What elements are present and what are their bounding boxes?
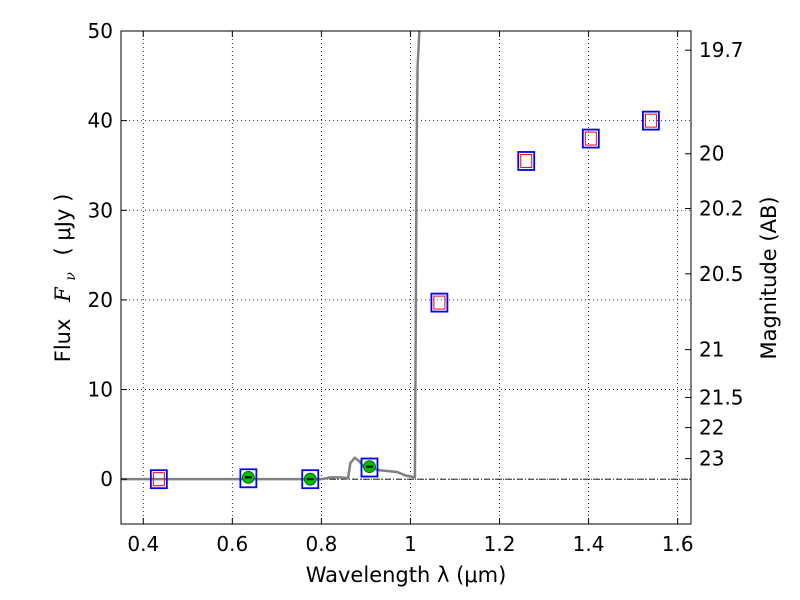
observed-point	[301, 469, 320, 490]
series-layer	[121, 30, 421, 481]
y-axis-title-symbol: F	[51, 286, 75, 303]
observed-point	[517, 151, 536, 171]
y-tick-label: 20	[88, 288, 113, 312]
y-tick-label: 10	[88, 378, 113, 402]
mag-tick-label: 21	[699, 338, 724, 362]
observed-point	[239, 468, 258, 489]
x-tick-label: 1.6	[662, 532, 694, 556]
observed-point	[581, 128, 600, 149]
y-tick-label: 30	[88, 198, 113, 222]
mag-tick-label: 20.2	[699, 196, 744, 220]
y-axis-title-unit: ( μJy )	[51, 194, 75, 256]
plot-frame	[120, 30, 692, 525]
x-tick-label: 1.4	[573, 532, 605, 556]
mag-tick-label: 22	[699, 416, 724, 440]
model-point-nir	[584, 131, 597, 146]
observed-point	[430, 292, 449, 313]
marker-layer	[149, 110, 660, 490]
mag-tick-label: 23	[699, 447, 724, 471]
tick-layer: 0.4 0.6 0.8 1 1.2 1.4 1.6 0 10 20 30 40 50 19.7 20 20.2…	[88, 19, 744, 556]
mag-tick-label: 20.5	[699, 262, 744, 286]
x-tick-label: 0.4	[127, 532, 159, 556]
mag-tick-label: 21.5	[699, 385, 744, 409]
y-tick-label: 40	[88, 109, 113, 133]
y-axis-title-subscript: ν	[63, 272, 79, 281]
mag-tick-label: 19.7	[699, 38, 744, 62]
model-point-nir	[520, 153, 533, 168]
observed-point	[149, 469, 168, 490]
y-axis-title-left: Flux F ν ( μJy )	[51, 194, 80, 363]
model-point-nir	[433, 295, 446, 310]
grid-layer	[121, 30, 691, 524]
x-tick-label: 0.8	[305, 532, 337, 556]
observed-point	[360, 457, 379, 478]
observed-point	[642, 110, 660, 131]
x-axis-title: Wavelength λ (μm)	[306, 563, 507, 587]
x-tick-label: 1	[404, 532, 417, 556]
svg-text:Flux F ν ( μ: Flux F ν ( μJy )	[51, 194, 80, 363]
model-point-nir	[644, 113, 657, 128]
mag-tick-label: 20	[699, 142, 724, 166]
y-axis-title-prefix: Flux	[51, 319, 75, 363]
spectrum-line	[121, 30, 421, 481]
y-axis-title-right: Magnitude (AB)	[757, 196, 781, 359]
x-tick-label: 0.6	[216, 532, 248, 556]
y-tick-label: 0	[100, 467, 113, 491]
y-tick-label: 50	[88, 19, 113, 43]
model-point-nir	[152, 472, 165, 487]
x-tick-label: 1.2	[484, 532, 516, 556]
